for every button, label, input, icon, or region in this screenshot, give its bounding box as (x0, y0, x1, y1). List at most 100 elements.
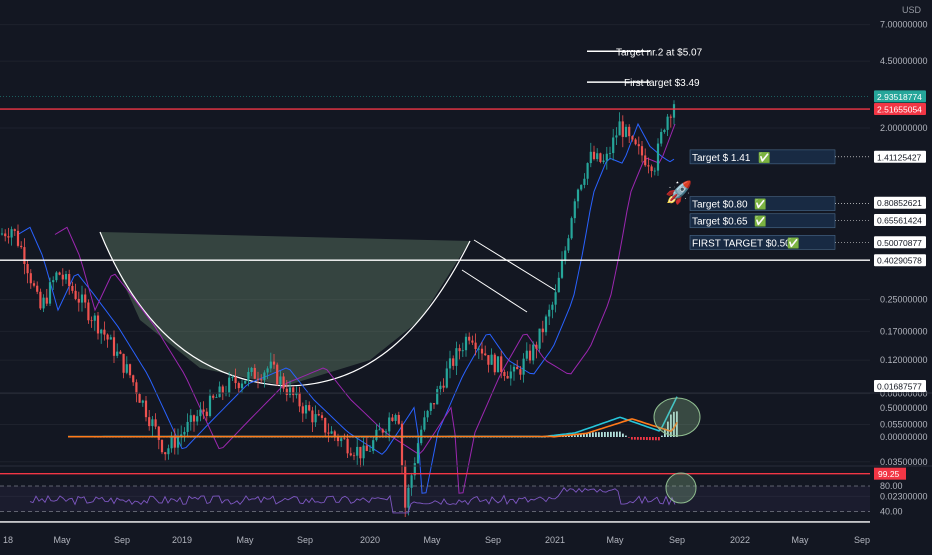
macd-histogram-bar (598, 432, 600, 437)
price-axis[interactable]: 7.00000000 4.50000000 2.00000000 0.25000000… (874, 20, 928, 502)
macd-pane[interactable]: 0.50000000 0.00000000 (68, 396, 928, 442)
candle (272, 353, 276, 369)
candle (221, 384, 224, 400)
x-tick-label-4: May (236, 535, 254, 545)
price-badge-label-5: 0.50070877 (877, 238, 922, 248)
candle (461, 342, 464, 358)
moving-averages (17, 122, 676, 494)
macd-histogram-bar (586, 432, 588, 437)
candle (381, 428, 384, 436)
candle (4, 229, 7, 242)
candle (253, 364, 256, 380)
candle (135, 379, 138, 403)
candle (442, 378, 445, 392)
candle (199, 402, 202, 422)
y-tick-label-5: 0.12000000 (880, 355, 928, 365)
candle (189, 409, 192, 431)
candle (653, 167, 656, 176)
candle (45, 288, 48, 307)
candle (285, 380, 288, 402)
macd-tick-label-0: 0.50000000 (880, 403, 928, 413)
candle (263, 370, 266, 388)
price-badge-3: 0.80852621 (874, 196, 926, 209)
candle (352, 452, 356, 461)
x-tick-label-7: May (423, 535, 441, 545)
candle (480, 341, 484, 361)
price-badge-label-3: 0.80852621 (877, 198, 922, 208)
candle (103, 321, 106, 341)
rsi-tick-label-1: 40.00 (880, 507, 903, 517)
candle (500, 350, 503, 379)
candle (484, 345, 487, 357)
rocket-icon: 🚀 (665, 180, 692, 205)
macd-histogram-bar (571, 435, 573, 437)
candle (164, 451, 167, 461)
candle (394, 413, 397, 425)
rsi-pane[interactable]: 80.00 40.00 99.25 (0, 467, 906, 517)
candle (420, 425, 423, 446)
candle (77, 291, 80, 312)
candle (570, 216, 573, 240)
candle (436, 385, 439, 405)
candle (276, 362, 279, 386)
target-label-0: Target nr.2 at $5.07 (616, 47, 703, 58)
candle (567, 234, 570, 254)
target-boxes: Target nr.2 at $5.07 First target $3.49 Ta… (587, 47, 870, 250)
candle (432, 403, 436, 409)
check-icon-5: ✅ (787, 236, 799, 249)
candle (439, 381, 442, 395)
candle (586, 162, 589, 185)
candle (404, 460, 407, 517)
price-badge-5: 0.50070877 (874, 236, 926, 249)
candle (362, 437, 365, 467)
candle (663, 128, 666, 134)
candle (509, 364, 512, 386)
candle (336, 433, 340, 447)
candle (349, 447, 352, 457)
target-annotation-0: Target nr.2 at $5.07 (587, 47, 703, 58)
candle (125, 356, 128, 375)
candle (186, 413, 189, 438)
ma-slow-line (54, 123, 676, 494)
x-tick-label-10: May (606, 535, 624, 545)
y-tick-label-9: 0.02300000 (880, 491, 928, 501)
candle (160, 439, 164, 455)
x-tick-label-6: 2020 (360, 535, 380, 545)
candle (330, 426, 333, 435)
candle (407, 484, 410, 516)
x-tick-label-11: Sep (669, 535, 685, 545)
candle (602, 154, 605, 164)
candle (71, 281, 74, 294)
macd-histogram-bar (574, 435, 576, 437)
candle (596, 148, 599, 162)
macd-histogram-bar (568, 435, 570, 437)
candle (647, 157, 650, 174)
candle (423, 410, 426, 432)
candles (0, 100, 676, 517)
candle (551, 301, 554, 319)
macd-histogram-bar (577, 434, 579, 437)
candle (288, 380, 292, 398)
rsi-highlight (665, 472, 697, 504)
candle (32, 280, 36, 288)
candle (548, 304, 551, 325)
candle (346, 434, 349, 459)
y-tick-label-3: 0.25000000 (880, 295, 928, 305)
cup-curve (99, 231, 471, 387)
candle (16, 224, 20, 248)
price-badge-1: 2.51655054 (874, 103, 926, 116)
candle (397, 411, 400, 425)
check-icon-3: ✅ (754, 198, 766, 211)
candle (644, 148, 647, 167)
candle (314, 405, 317, 427)
candle (448, 350, 452, 379)
macd-histogram-bar (544, 436, 546, 438)
candle (359, 446, 362, 468)
target-annotation-5: FIRST TARGET $0.50✅ (689, 235, 870, 250)
macd-histogram-bar (649, 437, 651, 441)
candle (80, 285, 84, 312)
price-pane[interactable]: Target nr.2 at $5.07 First target $3.49 Ta… (0, 5, 928, 523)
time-axis[interactable]: 18 May Sep 2019 May Sep 2020 May Sep 2021 May Sep 20… (3, 535, 870, 545)
candle (573, 198, 576, 224)
